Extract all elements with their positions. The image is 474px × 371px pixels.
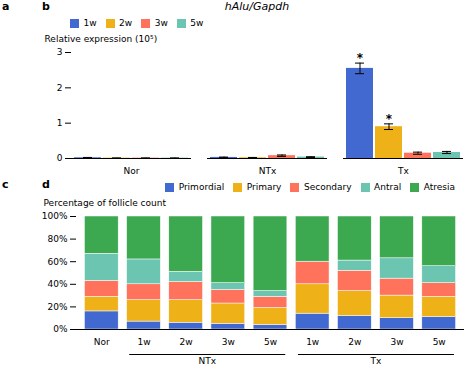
svg-text:Tx: Tx: [397, 166, 409, 176]
svg-text:Nor: Nor: [94, 337, 110, 347]
svg-text:80%: 80%: [47, 234, 67, 244]
svg-text:60%: 60%: [47, 257, 67, 267]
svg-text:5w: 5w: [433, 337, 446, 347]
svg-text:Nor: Nor: [124, 166, 140, 176]
svg-text:1w: 1w: [137, 337, 150, 347]
svg-text:2: 2: [57, 83, 63, 93]
svg-text:2w: 2w: [348, 337, 361, 347]
html-text:Primordial: Primordial: [178, 182, 225, 192]
svg-text:20%: 20%: [47, 302, 67, 312]
html-text:1w: 1w: [83, 18, 97, 28]
svg-text:0: 0: [57, 153, 63, 163]
svg-text:*: *: [386, 112, 393, 126]
svg-text:1: 1: [57, 118, 63, 128]
svg-text:3w: 3w: [390, 337, 403, 347]
html-text:3w: 3w: [154, 18, 168, 28]
svg-text:100%: 100%: [42, 211, 68, 221]
svg-text:40%: 40%: [47, 279, 67, 289]
html-text:b: b: [42, 0, 50, 13]
svg-text:*: *: [357, 51, 364, 65]
html-text:c: c: [2, 178, 9, 191]
svg-text:3: 3: [57, 47, 63, 57]
svg-text:NTx: NTx: [198, 356, 216, 366]
html-text:Antral: Antral: [374, 182, 402, 192]
html-text:d: d: [42, 178, 50, 191]
svg-text:3w: 3w: [222, 337, 235, 347]
svg-text:Relative expression (10⁵): Relative expression (10⁵): [45, 34, 158, 44]
html-text:Secondary: Secondary: [303, 182, 352, 192]
html-text:hAlu/Gapdh: hAlu/Gapdh: [224, 0, 290, 13]
html-text:2w: 2w: [119, 18, 133, 28]
html-text:a: a: [2, 0, 10, 13]
svg-text:Tx: Tx: [370, 356, 382, 366]
svg-text:1w: 1w: [306, 337, 319, 347]
svg-text:0%: 0%: [53, 324, 68, 334]
html-text:Atresia: Atresia: [423, 182, 455, 192]
svg-text:2w: 2w: [180, 337, 193, 347]
svg-text:5w: 5w: [264, 337, 277, 347]
svg-text:Percentage of follicle count: Percentage of follicle count: [44, 198, 167, 208]
svg-text:NTx: NTx: [259, 166, 277, 176]
html-text:Primary: Primary: [246, 182, 282, 192]
html-text:5w: 5w: [190, 18, 204, 28]
